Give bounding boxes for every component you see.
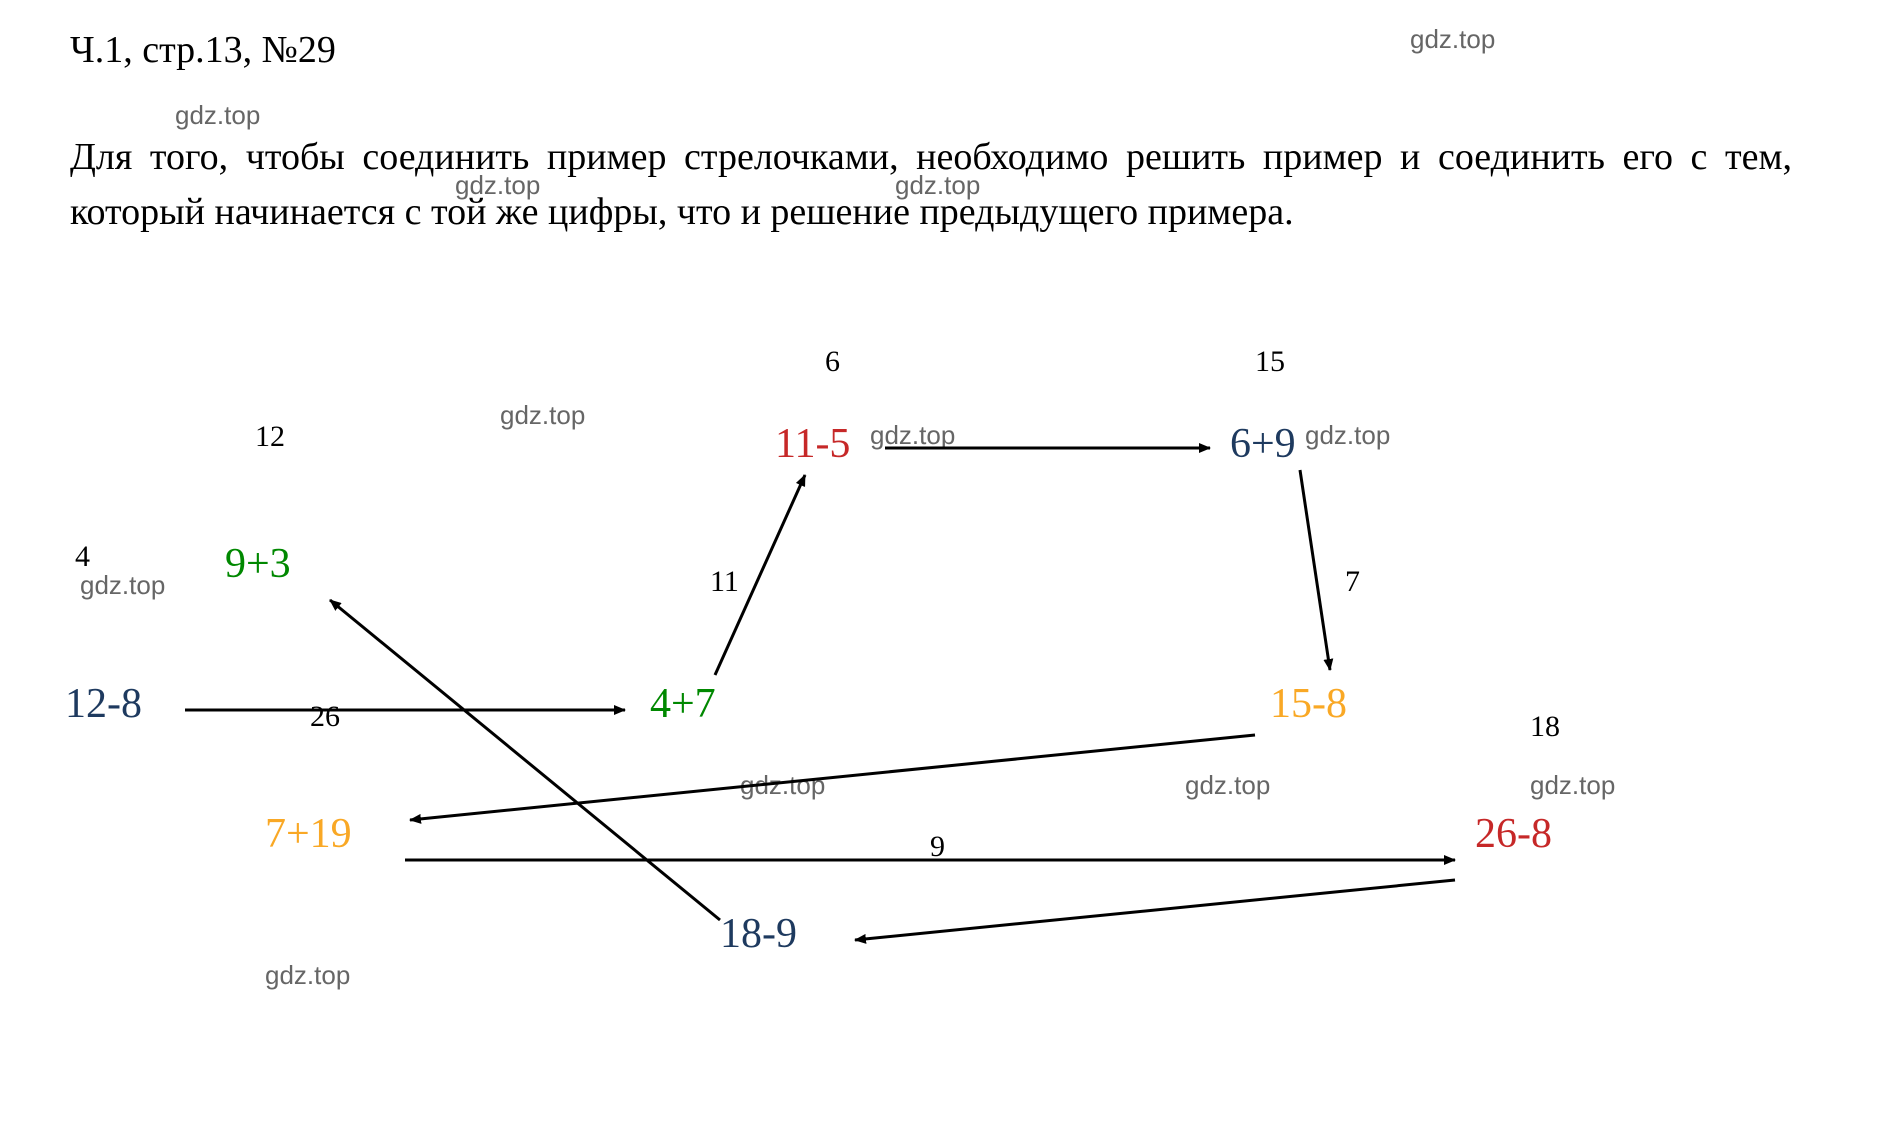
annotation-result: 4 (75, 540, 90, 574)
expression-e1: 11-5 (775, 420, 850, 468)
expression-e2: 6+9 (1230, 420, 1296, 468)
annotation-result: 6 (825, 345, 840, 379)
annotation-result: 9 (930, 830, 945, 864)
expression-e9: 18-9 (720, 910, 797, 958)
annotation-result: 26 (310, 700, 340, 734)
expression-e5: 4+7 (650, 680, 716, 728)
watermark: gdz.top (175, 100, 260, 131)
annotation-result: 15 (1255, 345, 1285, 379)
expression-e6: 15-8 (1270, 680, 1347, 728)
annotation-result: 12 (255, 420, 285, 454)
expression-e8: 26-8 (1475, 810, 1552, 858)
annotation-result: 11 (710, 565, 739, 599)
watermark: gdz.top (455, 170, 540, 201)
annotation-result: 7 (1345, 565, 1360, 599)
annotation-result: 18 (1530, 710, 1560, 744)
page-header: Ч.1, стр.13, №29 (70, 28, 336, 72)
arrow-6 (855, 880, 1455, 940)
expression-e3: 9+3 (225, 540, 291, 588)
expression-e4: 12-8 (65, 680, 142, 728)
arrow-7 (330, 600, 720, 920)
arrow-1 (1300, 470, 1330, 670)
watermark: gdz.top (895, 170, 980, 201)
expression-e7: 7+19 (265, 810, 352, 858)
watermark: gdz.top (1410, 24, 1495, 55)
diagram-area: 11-5 6+9 9+3 12-8 4+7 15-8 7+19 26-8 18-9 6 15 12 4… (0, 340, 1892, 1040)
arrow-4 (410, 735, 1255, 820)
